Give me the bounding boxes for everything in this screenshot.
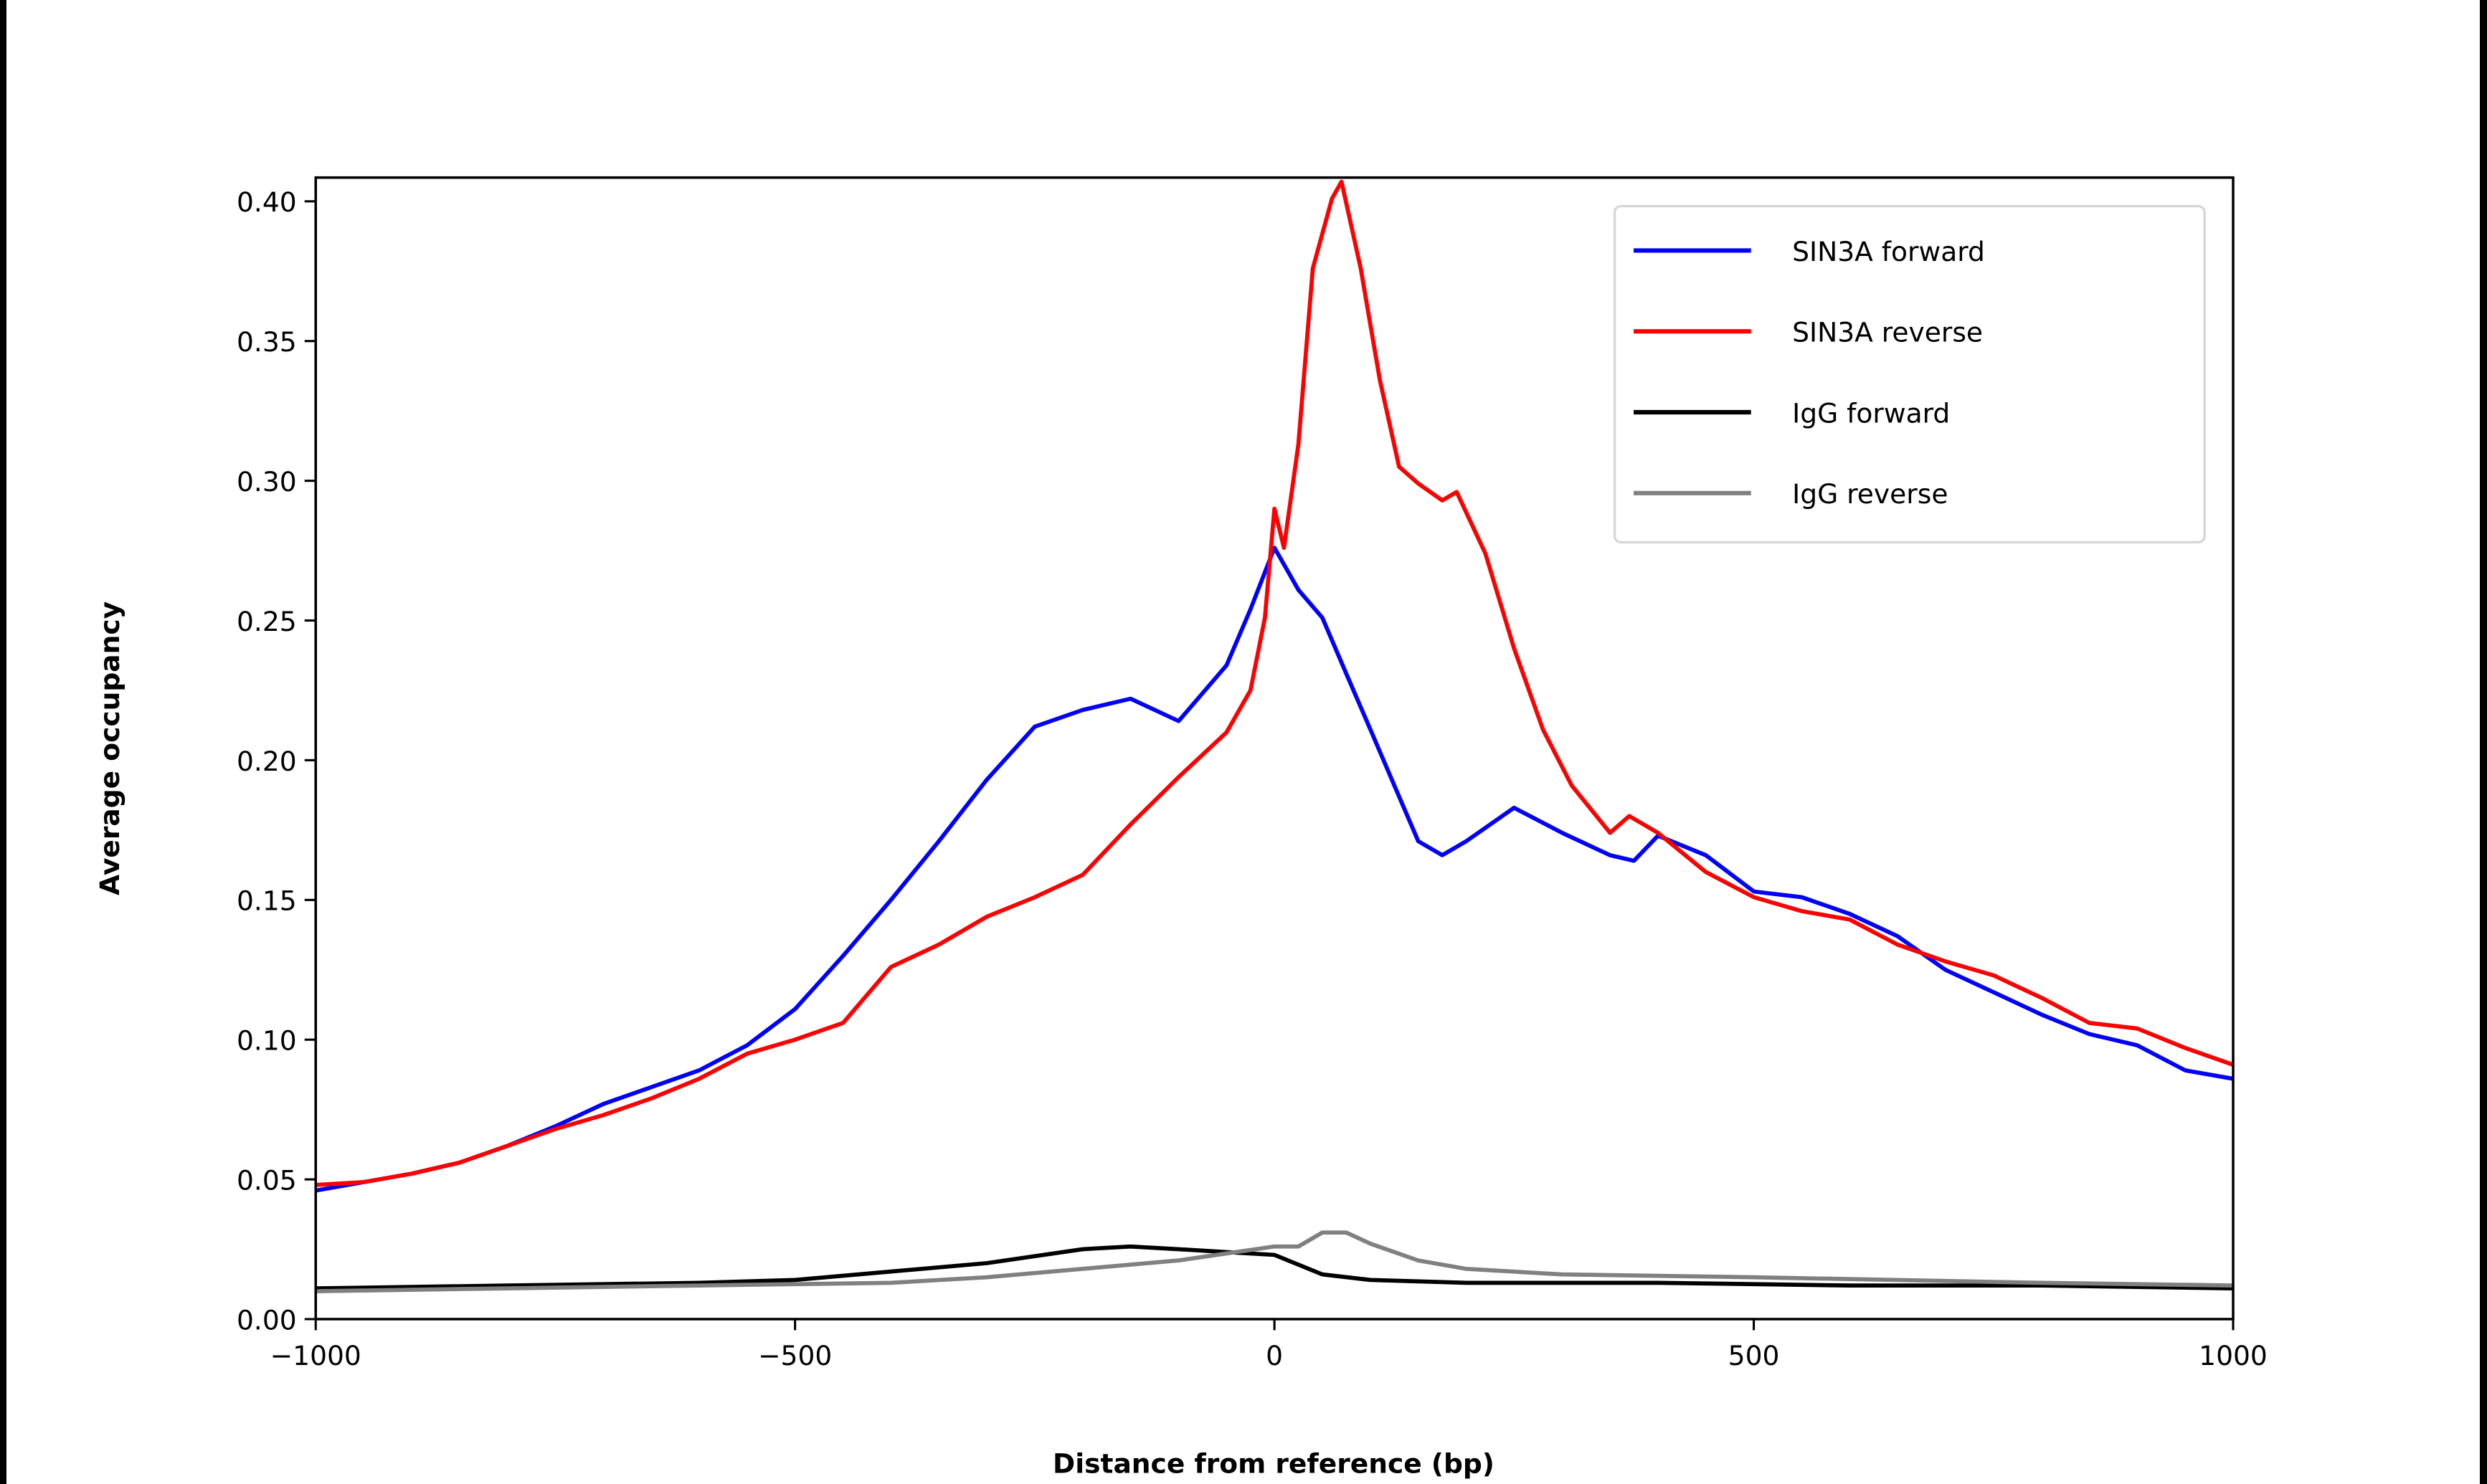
y-tick-label: 0.00 xyxy=(237,1304,297,1336)
legend-box xyxy=(1613,204,2206,544)
y-tick-label: 0.05 xyxy=(237,1164,297,1196)
legend-label: IgG reverse xyxy=(1792,478,1948,510)
y-tick-label: 0.25 xyxy=(237,606,297,637)
y-tick-label: 0.40 xyxy=(237,186,297,218)
y-tick-label: 0.10 xyxy=(237,1025,297,1057)
series-line-igg-forward xyxy=(316,1244,2234,1290)
y-tick-label: 0.20 xyxy=(237,746,297,777)
y-tick-label: 0.15 xyxy=(237,885,297,917)
right-border xyxy=(2480,0,2487,1484)
y-axis-label: Average occupancy xyxy=(94,601,125,895)
y-tick-label: 0.35 xyxy=(237,326,297,358)
series-layer xyxy=(315,179,2234,1293)
x-tick-label: −1000 xyxy=(270,1340,361,1371)
x-tick-label: 500 xyxy=(1728,1340,1780,1371)
x-axis-label: Distance from reference (bp) xyxy=(1053,1448,1494,1480)
legend: SIN3A forward SIN3A reverse IgG forward IgG… xyxy=(1613,204,2206,544)
legend-label: SIN3A forward xyxy=(1792,236,1985,267)
series-line-sin3a-reverse xyxy=(316,179,2234,1187)
series-line-sin3a-forward xyxy=(315,546,2234,1193)
y-tick-label: 0.30 xyxy=(237,466,297,498)
ticks-layer: −1000 −500 0 500 1000 0.00 0.05 0.10 0.15 0.20 0.2… xyxy=(237,186,2268,1371)
x-tick-label: 0 xyxy=(1266,1340,1283,1371)
x-tick-label: −500 xyxy=(758,1340,832,1371)
legend-label: IgG forward xyxy=(1792,397,1950,429)
x-tick-label: 1000 xyxy=(2199,1340,2268,1371)
series-line-igg-reverse xyxy=(316,1230,2234,1293)
left-border xyxy=(0,0,6,1484)
legend-label: SIN3A reverse xyxy=(1792,317,1983,348)
